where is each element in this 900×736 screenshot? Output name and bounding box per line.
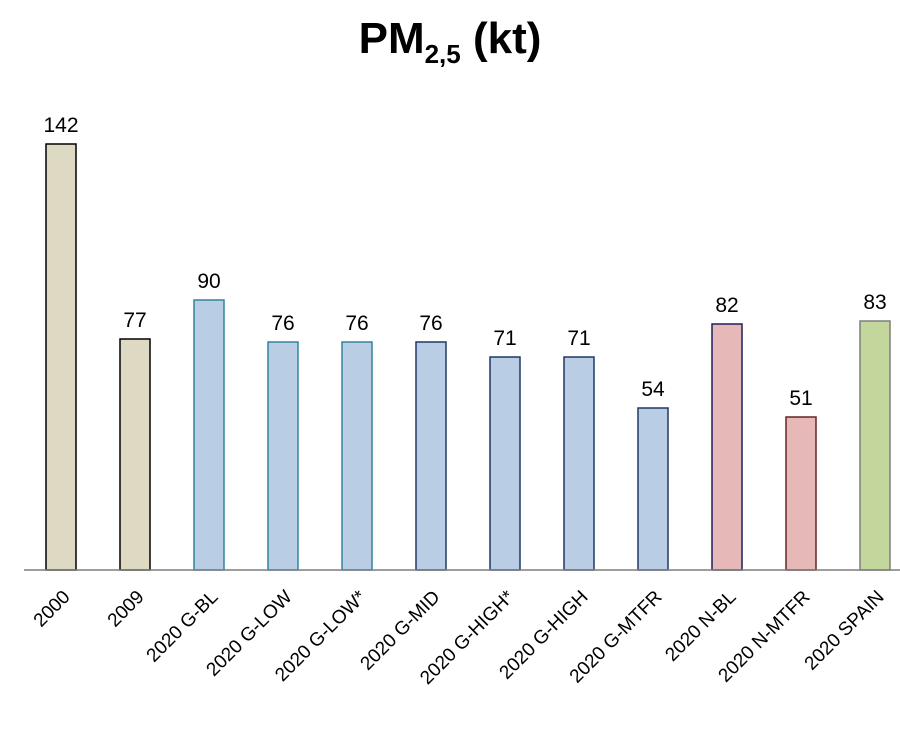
bar-8 — [637, 407, 669, 571]
bar-6 — [489, 356, 521, 571]
bar-4 — [341, 341, 373, 571]
bar-5 — [415, 341, 447, 571]
value-label-10: 51 — [789, 387, 812, 410]
bar-1 — [119, 338, 151, 571]
value-label-9: 82 — [715, 294, 738, 317]
chart-title: PM2,5 (kt) — [358, 14, 542, 69]
value-label-3: 76 — [271, 312, 294, 335]
bar-0 — [45, 143, 77, 571]
category-label-9: 2020 N-BL — [661, 587, 740, 666]
bar-9 — [711, 323, 743, 571]
category-label-2: 2020 G-BL — [143, 587, 223, 667]
category-label-1: 2009 — [104, 587, 149, 632]
bar-11 — [859, 320, 891, 571]
value-label-6: 71 — [493, 327, 516, 350]
value-label-8: 54 — [641, 378, 665, 401]
value-label-2: 90 — [197, 270, 220, 293]
value-label-0: 142 — [43, 114, 78, 137]
category-label-0: 2000 — [30, 587, 75, 632]
bar-2 — [193, 299, 225, 571]
value-labels-group: 142 77 90 76 76 76 71 71 54 82 51 83 — [43, 114, 886, 410]
value-label-1: 77 — [123, 309, 146, 332]
bar-10 — [785, 416, 817, 571]
bar-7 — [563, 356, 595, 571]
value-label-5: 76 — [419, 312, 442, 335]
value-label-11: 83 — [863, 291, 886, 314]
category-label-11: 2020 SPAIN — [801, 587, 889, 675]
bars-group — [45, 143, 891, 571]
value-label-7: 71 — [567, 327, 590, 350]
bar-3 — [267, 341, 299, 571]
value-label-4: 76 — [345, 312, 368, 335]
